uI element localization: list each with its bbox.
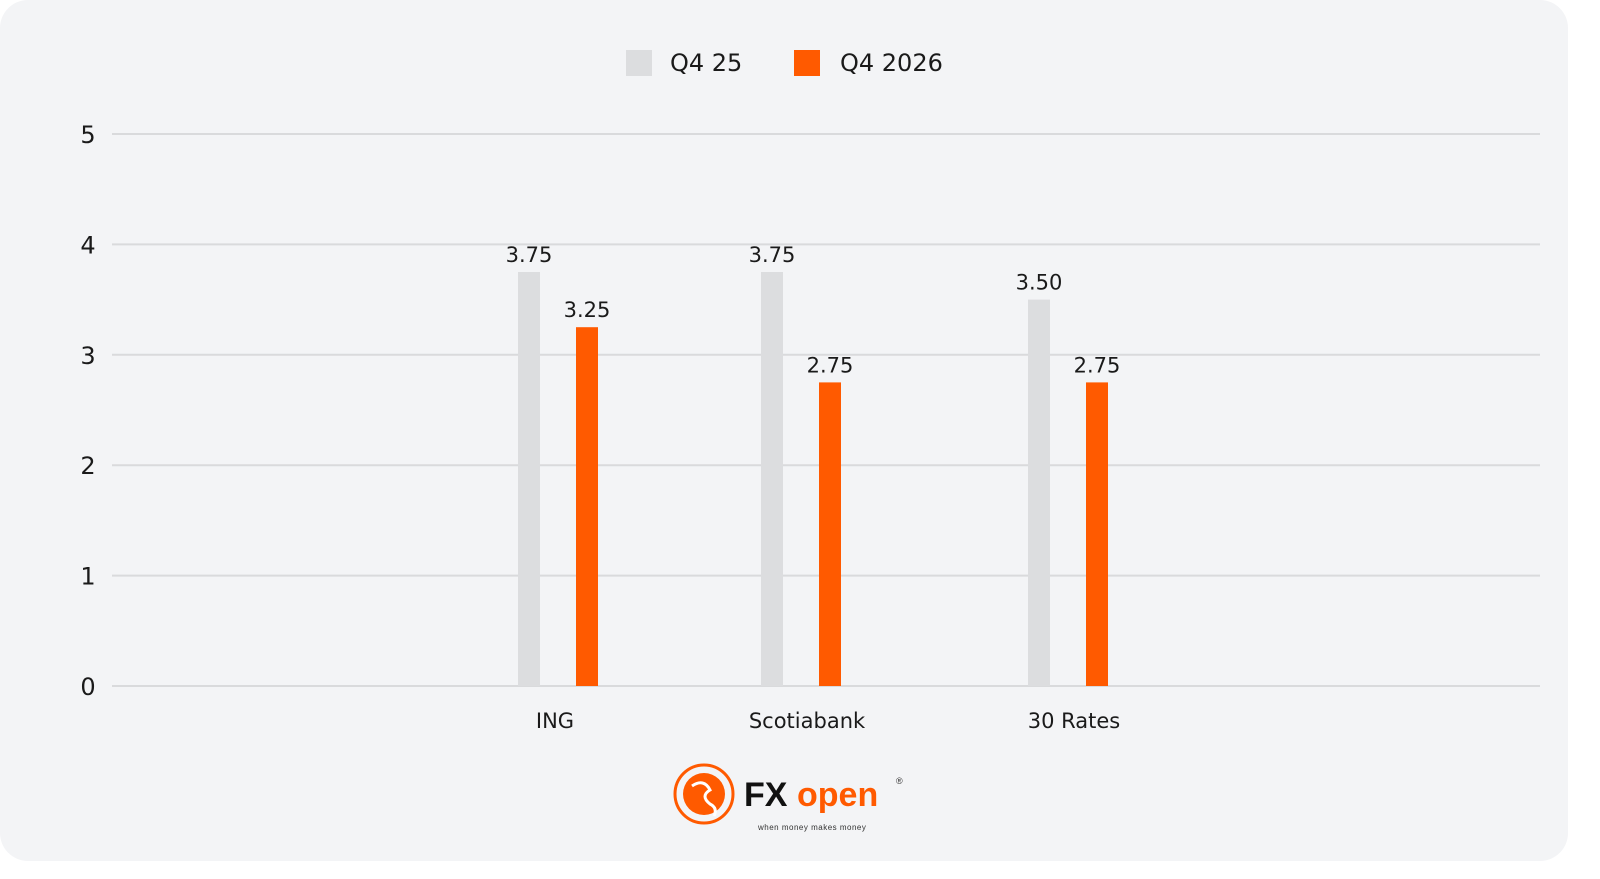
logo-registered: ® bbox=[896, 776, 903, 786]
legend-swatch bbox=[626, 50, 652, 76]
bar-q4-2026 bbox=[819, 382, 841, 686]
bar-q4-25 bbox=[1028, 299, 1050, 686]
y-tick-label: 4 bbox=[80, 231, 95, 259]
fxopen-logo: FX open ® when money makes money bbox=[673, 763, 903, 832]
bar-q4-25 bbox=[518, 272, 540, 686]
y-tick-label: 1 bbox=[80, 563, 95, 591]
bull-emblem-icon bbox=[683, 773, 725, 815]
y-tick-label: 0 bbox=[80, 673, 95, 701]
logo-tagline: when money makes money bbox=[757, 823, 866, 832]
y-tick-label: 3 bbox=[80, 342, 95, 370]
data-label: 3.75 bbox=[506, 243, 553, 267]
bull-emblem-icon bbox=[673, 763, 735, 825]
data-label: 2.75 bbox=[807, 353, 854, 377]
data-label: 3.50 bbox=[1016, 271, 1063, 295]
legend-label: Q4 2026 bbox=[840, 49, 943, 77]
x-tick-label: ING bbox=[536, 709, 574, 733]
x-tick-label: 30 Rates bbox=[1028, 709, 1121, 733]
x-tick-label: Scotiabank bbox=[749, 709, 866, 733]
data-label: 2.75 bbox=[1074, 353, 1121, 377]
bull-emblem-icon bbox=[691, 781, 717, 817]
y-tick-label: 5 bbox=[80, 121, 95, 149]
bar-q4-2026 bbox=[576, 327, 598, 686]
data-label: 3.75 bbox=[749, 243, 796, 267]
bar-q4-2026 bbox=[1086, 382, 1108, 686]
logo-fx: FX bbox=[744, 776, 788, 814]
logo-open: open bbox=[797, 776, 878, 814]
y-tick-label: 2 bbox=[80, 452, 95, 480]
bar-q4-25 bbox=[761, 272, 783, 686]
chart-panel bbox=[0, 0, 1568, 861]
legend-swatch bbox=[794, 50, 820, 76]
data-label: 3.25 bbox=[564, 298, 611, 322]
legend-label: Q4 25 bbox=[670, 49, 742, 77]
